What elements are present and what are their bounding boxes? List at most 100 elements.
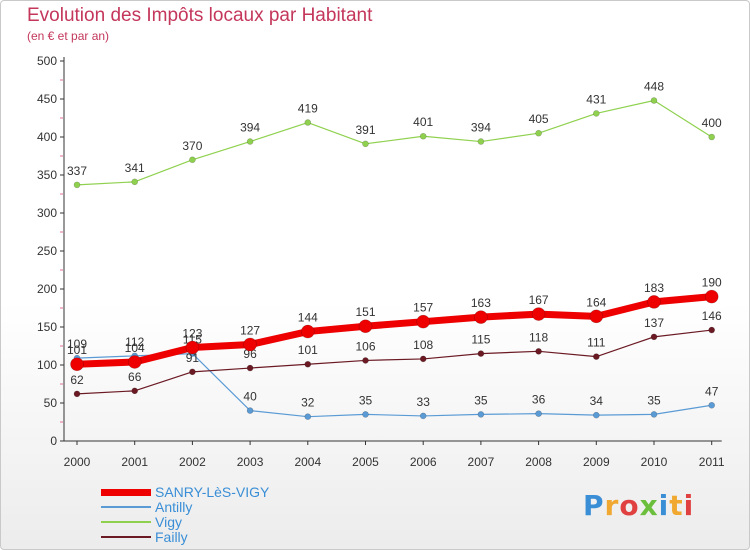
logo-letter: i (658, 489, 670, 522)
data-point-antilly (650, 411, 658, 418)
logo-letter: i (683, 489, 695, 522)
data-point-sanry-l-s-vigy (358, 319, 373, 334)
data-point-failly (304, 360, 312, 368)
data-label-antilly: 34 (590, 394, 604, 408)
data-point-sanry-l-s-vigy (416, 314, 431, 329)
y-tick-label: 450 (37, 92, 57, 106)
legend-swatch-sanry-l-s-vigy (101, 488, 151, 496)
y-tick-label: 300 (37, 206, 57, 220)
data-label-failly: 91 (186, 351, 200, 365)
data-label-vigy: 370 (182, 139, 202, 153)
data-label-vigy: 405 (529, 112, 549, 126)
legend-label-antilly: Antilly (155, 499, 193, 515)
data-label-vigy: 341 (125, 161, 145, 175)
data-point-sanry-l-s-vigy (474, 310, 488, 324)
legend-swatch-vigy (101, 521, 151, 523)
y-tick-label: 150 (37, 320, 57, 334)
data-point-antilly (592, 411, 600, 419)
data-label-vigy: 394 (471, 121, 491, 135)
legend-swatch-failly (101, 536, 151, 538)
data-point-vigy (592, 110, 600, 117)
data-point-vigy (246, 138, 254, 145)
data-label-failly: 62 (70, 373, 84, 387)
data-point-vigy (304, 119, 312, 126)
data-label-vigy: 431 (586, 92, 606, 106)
y-tick-label: 350 (37, 168, 57, 182)
x-tick-label: 2004 (294, 455, 321, 469)
data-label-sanry-l-s-vigy: 123 (182, 327, 202, 341)
data-label-sanry-l-s-vigy: 183 (644, 281, 664, 295)
data-label-antilly: 35 (647, 393, 661, 407)
x-tick-label: 2001 (121, 455, 148, 469)
data-label-failly: 108 (413, 338, 433, 352)
data-point-vigy (362, 140, 369, 148)
data-label-antilly: 40 (243, 390, 257, 404)
data-label-sanry-l-s-vigy: 190 (702, 276, 722, 290)
data-label-antilly: 47 (705, 384, 719, 398)
data-label-failly: 137 (644, 316, 664, 330)
x-tick-label: 2000 (64, 455, 91, 469)
data-label-failly: 106 (355, 339, 375, 353)
data-label-sanry-l-s-vigy: 104 (125, 341, 145, 355)
data-point-vigy (131, 178, 138, 186)
data-point-failly (189, 368, 196, 376)
series-line-antilly (76, 353, 712, 418)
x-tick-label: 2008 (525, 455, 552, 469)
x-tick-label: 2003 (237, 455, 264, 469)
data-point-sanry-l-s-vigy (70, 357, 84, 372)
x-tick-label: 2009 (583, 455, 610, 469)
series-line-failly (76, 329, 712, 395)
data-label-antilly: 35 (359, 393, 373, 407)
data-point-antilly (708, 401, 716, 409)
data-label-antilly: 32 (301, 396, 315, 410)
data-label-vigy: 337 (67, 164, 87, 178)
y-tick-label: 0 (50, 434, 57, 448)
legend-label-failly: Failly (155, 529, 188, 545)
data-point-failly (708, 326, 716, 334)
legend-label-vigy: Vigy (155, 514, 182, 530)
data-point-antilly (246, 407, 254, 414)
y-tick-label: 500 (37, 54, 57, 68)
data-point-failly (362, 357, 369, 364)
data-point-failly (246, 364, 254, 372)
data-label-sanry-l-s-vigy: 163 (471, 296, 491, 310)
data-label-antilly: 109 (67, 337, 87, 351)
data-label-antilly: 33 (417, 395, 431, 409)
x-tick-label: 2005 (352, 455, 379, 469)
data-label-antilly: 36 (532, 393, 546, 407)
data-point-sanry-l-s-vigy (243, 337, 257, 352)
data-point-antilly (535, 410, 542, 417)
data-point-failly (650, 333, 658, 341)
logo-letter: o (619, 489, 640, 522)
data-label-sanry-l-s-vigy: 167 (529, 293, 549, 307)
y-tick-label: 100 (37, 358, 57, 372)
data-label-failly: 146 (702, 309, 722, 323)
data-point-antilly (304, 413, 312, 420)
data-label-sanry-l-s-vigy: 151 (355, 305, 375, 319)
data-label-sanry-l-s-vigy: 157 (413, 301, 433, 315)
data-point-failly (73, 390, 81, 398)
data-point-sanry-l-s-vigy (300, 324, 315, 339)
series-line-sanry-l-s-vigy (76, 293, 713, 368)
data-point-sanry-l-s-vigy (704, 289, 719, 304)
data-point-vigy (419, 132, 427, 140)
data-label-vigy: 400 (702, 116, 722, 130)
legend-label-sanry-l-s-vigy: SANRY-LèS-VIGY (155, 484, 270, 500)
data-label-vigy: 448 (644, 80, 664, 94)
data-point-vigy (708, 133, 716, 141)
data-point-failly (535, 348, 542, 355)
logo-letter: t (669, 489, 684, 522)
data-label-vigy: 391 (355, 123, 375, 137)
data-label-vigy: 394 (240, 121, 260, 135)
data-label-failly: 111 (587, 336, 606, 350)
data-label-sanry-l-s-vigy: 164 (586, 295, 606, 309)
data-point-antilly (477, 411, 485, 418)
x-tick-label: 2010 (641, 455, 668, 469)
logo-letter: r (604, 489, 620, 522)
data-point-sanry-l-s-vigy (647, 295, 661, 309)
data-point-vigy (650, 97, 658, 104)
chart-subtitle: (en € et par an) (27, 29, 110, 43)
y-tick-label: 400 (37, 130, 57, 144)
data-point-antilly (419, 412, 427, 420)
proxiti-logo: Proxiti (583, 489, 694, 522)
